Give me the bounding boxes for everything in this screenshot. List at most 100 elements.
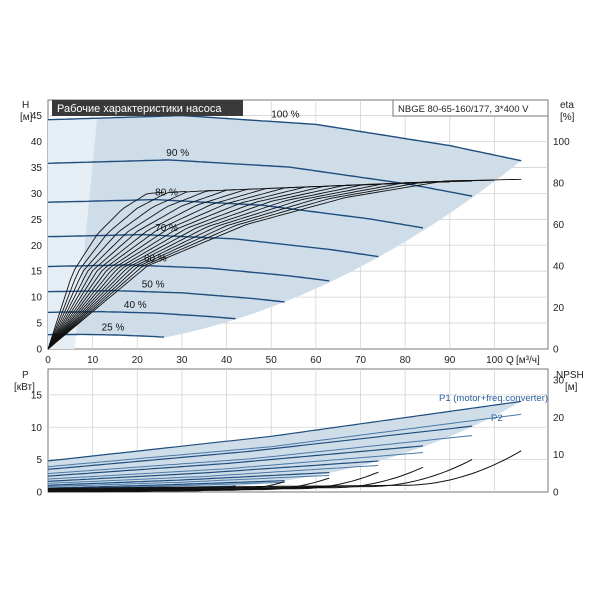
h-tick-label: 45 <box>31 111 43 122</box>
power-curves <box>47 400 522 493</box>
head-curves <box>47 114 522 338</box>
npsh-curve-80 <box>48 466 424 491</box>
p1-curve-90 <box>47 425 473 470</box>
speed-label: 70 % <box>155 223 178 234</box>
head-efficiency-plot: 0 5 10 15 20 25 30 35 40 45 0 20 40 60 80 100 0 10 20 30 40 5… <box>20 99 575 366</box>
q-tick-label: 30 <box>176 355 188 366</box>
p-tick-label: 10 <box>31 423 43 434</box>
p2-curve-80 <box>47 452 424 480</box>
p2-curve-60 <box>47 474 330 487</box>
q-tick-label: 80 <box>400 355 412 366</box>
eta-axis-unit: [%] <box>560 112 575 123</box>
npsh-tick-label: 10 <box>553 450 565 461</box>
q-tick-label: 90 <box>444 355 456 366</box>
efficiency-curve <box>47 189 236 350</box>
operating-range-fill <box>48 115 522 338</box>
efficiency-curve <box>47 188 258 350</box>
efficiency-curve <box>47 189 214 350</box>
npsh-axis-name: NPSH <box>556 370 584 381</box>
lower-axis-ticks: 0 5 10 15 0 10 20 30 <box>31 376 565 499</box>
upper-axis-ticks: 0 5 10 15 20 25 30 35 40 45 0 20 40 60 80 100 0 10 20 30 40 5… <box>31 111 570 366</box>
h-tick-label: 40 <box>31 137 43 148</box>
h-tick-label: 30 <box>31 189 43 200</box>
q-tick-label: 100 <box>486 355 503 366</box>
eta-axis-name: eta <box>560 100 574 111</box>
q-tick-label: 10 <box>87 355 99 366</box>
h-tick-label: 0 <box>36 345 42 356</box>
p2-series-label: P2 <box>491 413 503 424</box>
speed-label: 100 % <box>271 109 299 120</box>
efficiency-curve <box>47 191 165 350</box>
efficiency-curve <box>47 190 187 350</box>
efficiency-curve <box>47 187 285 350</box>
speed-labels: 100 % 90 % 80 % 70 % 60 % 50 % 40 % 25 % <box>102 109 300 333</box>
p-axis-name: P <box>22 370 29 381</box>
q-tick-label: 70 <box>355 355 367 366</box>
npsh-tick-label: 20 <box>553 413 565 424</box>
p1-curve-100 <box>47 400 522 462</box>
speed-label: 80 % <box>155 188 178 199</box>
p-tick-label: 5 <box>36 455 42 466</box>
head-curve-40 <box>48 310 236 320</box>
h-axis-name: H <box>22 100 29 111</box>
q-tick-label: 20 <box>132 355 144 366</box>
eta-tick-label: 40 <box>553 262 565 273</box>
chart-title: Рабочие характеристики насоса <box>57 103 222 115</box>
efficiency-curve <box>47 185 330 350</box>
eta-tick-label: 80 <box>553 179 565 190</box>
speed-label: 40 % <box>124 300 147 311</box>
power-range-fill <box>48 401 522 492</box>
p-axis-unit: [кВт] <box>14 382 35 393</box>
npsh-curves <box>47 450 522 493</box>
npsh-axis-unit: [м] <box>565 382 578 393</box>
q-axis-name: Q <box>506 355 514 366</box>
p1-curve-60 <box>47 472 330 486</box>
chart-title-box <box>52 100 243 116</box>
p1-series-label: P1 (motor+freq.converter) <box>439 393 548 404</box>
speed-label: 25 % <box>102 323 125 334</box>
p-tick-label: 0 <box>36 488 42 499</box>
head-curve-80 <box>47 198 424 229</box>
model-label: NBGE 80-65-160/177, 3*400 V <box>398 104 529 115</box>
eta-tick-label: 100 <box>553 137 570 148</box>
q-axis-unit: [м³/ч] <box>516 355 540 366</box>
p1-curve-70 <box>47 460 379 482</box>
efficiency-curve <box>47 186 307 350</box>
head-curve-25 <box>47 333 165 338</box>
head-curve-60 <box>47 264 330 282</box>
speed-label: 50 % <box>142 280 165 291</box>
h-tick-label: 15 <box>31 267 43 278</box>
power-range-area <box>48 401 522 492</box>
npsh-curve-25 <box>48 489 165 493</box>
p1-curve-50 <box>47 480 285 489</box>
p2-curve-90 <box>47 435 473 475</box>
p-tick-label: 15 <box>31 390 43 401</box>
eta-tick-label: 60 <box>553 220 565 231</box>
q-tick-label: 60 <box>310 355 322 366</box>
p2-curve-70 <box>47 464 379 484</box>
p2-curve-100 <box>47 413 522 468</box>
npsh-curve-100 <box>47 450 522 489</box>
h-tick-label: 25 <box>31 215 43 226</box>
speed-label: 90 % <box>166 148 189 159</box>
npsh-tick-label: 30 <box>553 376 565 387</box>
efficiency-curve <box>47 184 352 350</box>
head-curve-100 <box>47 114 522 162</box>
h-tick-label: 5 <box>36 319 42 330</box>
model-label-box <box>392 99 549 117</box>
h-axis-unit: [м] <box>20 112 33 123</box>
p1-curve-80 <box>47 445 424 477</box>
q-tick-label: 50 <box>266 355 278 366</box>
eta-tick-label: 0 <box>553 345 559 356</box>
q-tick-label: 0 <box>45 355 51 366</box>
head-curve-70 <box>48 233 379 258</box>
efficiency-curves <box>47 178 522 350</box>
q-tick-label: 40 <box>221 355 233 366</box>
power-npsh-plot: 0 5 10 15 0 10 20 30 P [кВт] NPSH [м] P1 (motor… <box>14 368 584 499</box>
eta-tick-label: 20 <box>553 303 565 314</box>
npsh-tick-label: 0 <box>553 488 559 499</box>
h-tick-label: 10 <box>31 293 43 304</box>
h-tick-label: 20 <box>31 241 43 252</box>
h-tick-label: 35 <box>31 163 43 174</box>
